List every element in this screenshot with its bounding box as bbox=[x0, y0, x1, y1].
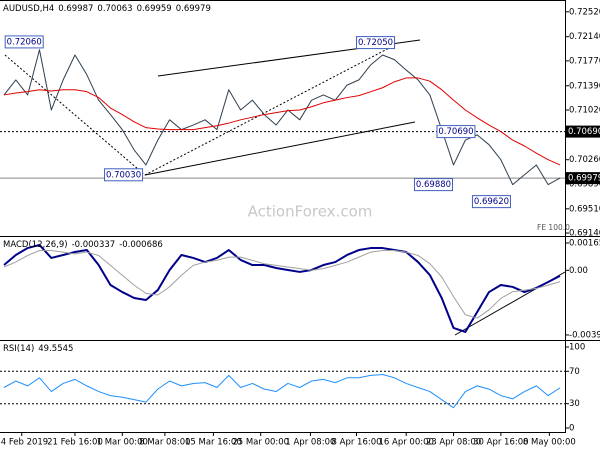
fib-line bbox=[4, 54, 146, 176]
header-value: 0.69987 bbox=[58, 4, 93, 14]
y-tick-label: 0.001659 bbox=[569, 238, 600, 248]
header-value: -0.000686 bbox=[119, 240, 163, 250]
series-line bbox=[3, 243, 561, 333]
annotation-box bbox=[104, 168, 144, 182]
header-value: 0.69979 bbox=[176, 4, 211, 14]
panel-header: AUDUSD,H4 0.69987 0.70063 0.69959 0.69979 bbox=[3, 4, 211, 14]
series-line bbox=[3, 77, 561, 166]
watermark: ActionForex.com bbox=[248, 203, 373, 221]
y-tick-label: 0 bbox=[569, 424, 574, 434]
x-tick-label: 16 Apr 00:00 bbox=[379, 438, 434, 448]
y-tick-label: 100 bbox=[569, 343, 585, 353]
x-tick-label: 25 Mar 00:00 bbox=[232, 438, 289, 448]
annotation-box bbox=[356, 36, 396, 50]
x-tick-label: 8 May 00:00 bbox=[523, 438, 576, 448]
header-value: 0.70063 bbox=[97, 4, 132, 14]
axis-price-box bbox=[565, 172, 600, 185]
header-value: 0.69959 bbox=[137, 4, 172, 14]
x-tick-label: 1 Apr 08:00 bbox=[285, 438, 335, 448]
header-value: 49.5545 bbox=[38, 344, 73, 354]
panel-title: MACD(12,26,9) bbox=[3, 240, 68, 250]
x-tick-label: 15 Mar 16:00 bbox=[185, 438, 242, 448]
axis-price-label: 0.69979 bbox=[568, 174, 600, 184]
header-value: -0.000337 bbox=[72, 240, 116, 250]
annotation-label: 0.72050 bbox=[358, 38, 393, 48]
channel-lower bbox=[144, 121, 416, 176]
annotation-box bbox=[413, 178, 453, 192]
fe-label: FE 100.0 bbox=[537, 223, 570, 232]
annotation-label: 0.69880 bbox=[416, 180, 451, 190]
series-line bbox=[3, 49, 561, 186]
panel-title: AUDUSD,H4 bbox=[3, 4, 54, 14]
fib-line bbox=[144, 44, 396, 176]
panel-header: RSI(14) 49.5545 bbox=[3, 344, 73, 354]
panel-header: MACD(12,26,9) -0.000337 -0.000686 bbox=[3, 240, 163, 250]
annotation-label: 0.70690 bbox=[438, 127, 473, 137]
x-tick-label: 14 Feb 2019 bbox=[0, 438, 48, 448]
panel-title: RSI(14) bbox=[3, 344, 34, 354]
annotation-label: 0.72060 bbox=[7, 37, 42, 47]
x-tick-label: 23 Apr 08:00 bbox=[426, 438, 481, 448]
x-tick-label: 8 Mar 08:00 bbox=[139, 438, 190, 448]
series-line bbox=[3, 374, 561, 409]
y-tick-label: 0.00 bbox=[569, 266, 588, 276]
x-tick-label: 30 Apr 16:00 bbox=[473, 438, 528, 448]
annotation-box bbox=[4, 35, 44, 49]
annotation-label: 0.70030 bbox=[106, 170, 141, 180]
series-line bbox=[3, 250, 561, 319]
x-tick-label: 1 Mar 00:00 bbox=[97, 438, 148, 448]
x-tick-label: 21 Feb 16:00 bbox=[47, 438, 103, 448]
y-tick-label: 70 bbox=[569, 367, 580, 377]
axis-price-label: 0.70690 bbox=[568, 127, 600, 137]
y-tick-label: -0.003922 bbox=[569, 330, 600, 340]
x-tick-label: 8 Apr 16:00 bbox=[332, 438, 382, 448]
annotation-label: 0.69620 bbox=[474, 197, 509, 207]
annotation-box bbox=[436, 125, 476, 139]
axis-price-box bbox=[565, 125, 600, 138]
annotation-box bbox=[471, 195, 511, 209]
y-tick-label: 30 bbox=[569, 399, 580, 409]
